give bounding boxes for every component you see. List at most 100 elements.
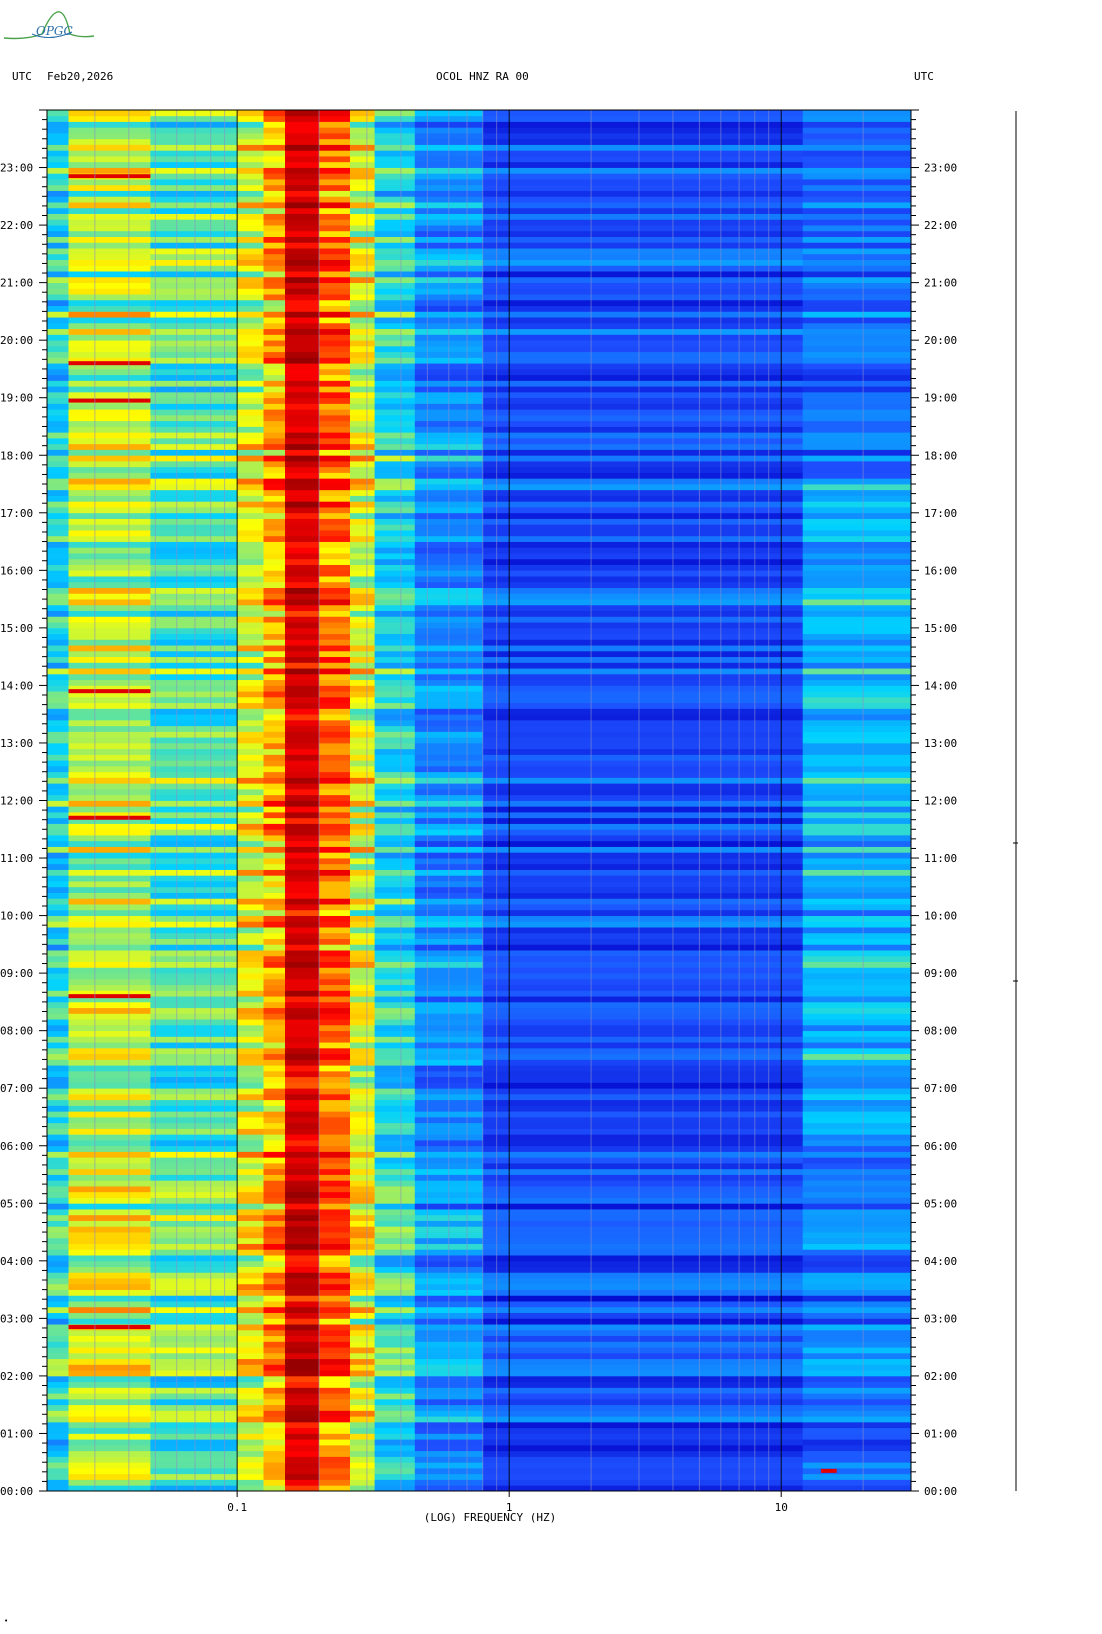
heat-cell	[285, 1364, 320, 1371]
heat-cell	[374, 345, 416, 353]
heat-cell	[802, 898, 912, 905]
heat-cell	[285, 1007, 320, 1014]
heat-cell	[47, 374, 69, 381]
heat-cell	[237, 961, 264, 968]
heat-cell	[482, 1116, 804, 1124]
heat-cell	[482, 1272, 804, 1279]
heat-cell	[482, 1467, 804, 1475]
heat-cell	[285, 604, 320, 612]
heat-cell	[350, 616, 375, 623]
heat-cell	[802, 771, 912, 778]
heat-cell	[237, 236, 264, 243]
heat-cell	[285, 133, 320, 140]
heat-cell	[482, 443, 804, 450]
heat-cell	[47, 322, 69, 330]
heat-cell	[263, 414, 286, 422]
heat-cell	[237, 1329, 264, 1337]
heat-cell	[150, 472, 238, 479]
heat-cell	[237, 881, 264, 888]
heat-cell	[374, 1410, 416, 1417]
heat-cell	[802, 1416, 912, 1423]
heat-cell	[350, 242, 375, 249]
heat-cell	[350, 150, 375, 157]
heat-cell	[802, 719, 912, 727]
heat-cell	[150, 909, 238, 916]
heat-cell	[237, 501, 264, 508]
heat-cell	[285, 127, 320, 134]
heat-cell	[482, 794, 804, 801]
heat-cell	[285, 996, 320, 1003]
heat-cell	[263, 1024, 286, 1032]
heat-cell	[47, 1082, 69, 1089]
heat-cell	[482, 639, 804, 646]
heat-cell	[802, 161, 912, 168]
heat-cell	[482, 230, 804, 237]
heat-cell	[374, 829, 416, 836]
heat-cell	[374, 1318, 416, 1325]
heat-cell	[150, 478, 238, 485]
heat-cell	[47, 1427, 69, 1434]
heat-cell	[237, 288, 264, 295]
heat-cell	[482, 846, 804, 853]
heat-cell	[350, 110, 375, 117]
heat-cell	[263, 432, 286, 439]
heat-cell	[237, 886, 264, 893]
heat-cell	[237, 110, 264, 117]
heat-cell	[285, 725, 320, 732]
heat-cell	[802, 403, 912, 410]
heat-cell	[482, 737, 804, 744]
heat-cell	[68, 1070, 151, 1078]
heat-cell	[374, 414, 416, 422]
heat-cell	[47, 1381, 69, 1388]
heat-cell	[237, 788, 264, 796]
heat-cell	[263, 138, 286, 145]
heat-cell	[47, 541, 69, 548]
heat-cell	[374, 1272, 416, 1279]
heat-cell	[47, 1163, 69, 1170]
heat-cell	[802, 1065, 912, 1072]
heat-cell	[374, 1191, 416, 1198]
heat-cell	[374, 1042, 416, 1049]
heat-cell	[68, 1249, 151, 1256]
heat-cell	[237, 909, 264, 916]
heat-cell	[47, 1001, 69, 1009]
heat-cell	[263, 1266, 286, 1273]
heat-cell	[482, 156, 804, 163]
heat-cell	[47, 702, 69, 709]
y-tick-label-right: 18:00	[924, 449, 957, 462]
heat-cell	[319, 938, 351, 945]
heat-cell	[47, 1278, 69, 1285]
heat-cell	[350, 484, 375, 491]
heat-cell	[237, 725, 264, 732]
heat-cell	[374, 1341, 416, 1348]
heat-cell	[47, 179, 69, 186]
heat-cell	[350, 1375, 375, 1383]
heat-cell	[802, 196, 912, 203]
heat-cell	[285, 737, 320, 744]
heat-cell	[319, 921, 351, 928]
heat-cell	[150, 150, 238, 157]
heat-cell	[482, 328, 804, 335]
heat-cell	[285, 892, 320, 899]
heat-cell	[285, 840, 320, 847]
heat-cell	[263, 380, 286, 387]
heat-cell	[47, 731, 69, 738]
heat-cell	[285, 340, 320, 347]
heat-cell	[350, 196, 375, 203]
heat-cell	[802, 484, 912, 491]
heat-cell	[150, 213, 238, 220]
heat-cell	[802, 466, 912, 473]
heat-cell	[150, 645, 238, 652]
heat-cell	[482, 863, 804, 870]
heat-cell	[47, 127, 69, 134]
heat-cell	[802, 610, 912, 617]
heat-cell	[482, 1370, 804, 1377]
heat-cell	[350, 1093, 375, 1101]
heat-cell	[802, 1260, 912, 1267]
heat-cell	[68, 1439, 151, 1446]
heat-cell	[350, 812, 375, 819]
heat-cell	[68, 507, 151, 514]
heat-cell	[350, 996, 375, 1003]
heat-cell	[68, 1019, 151, 1026]
heat-cell	[263, 1249, 286, 1256]
